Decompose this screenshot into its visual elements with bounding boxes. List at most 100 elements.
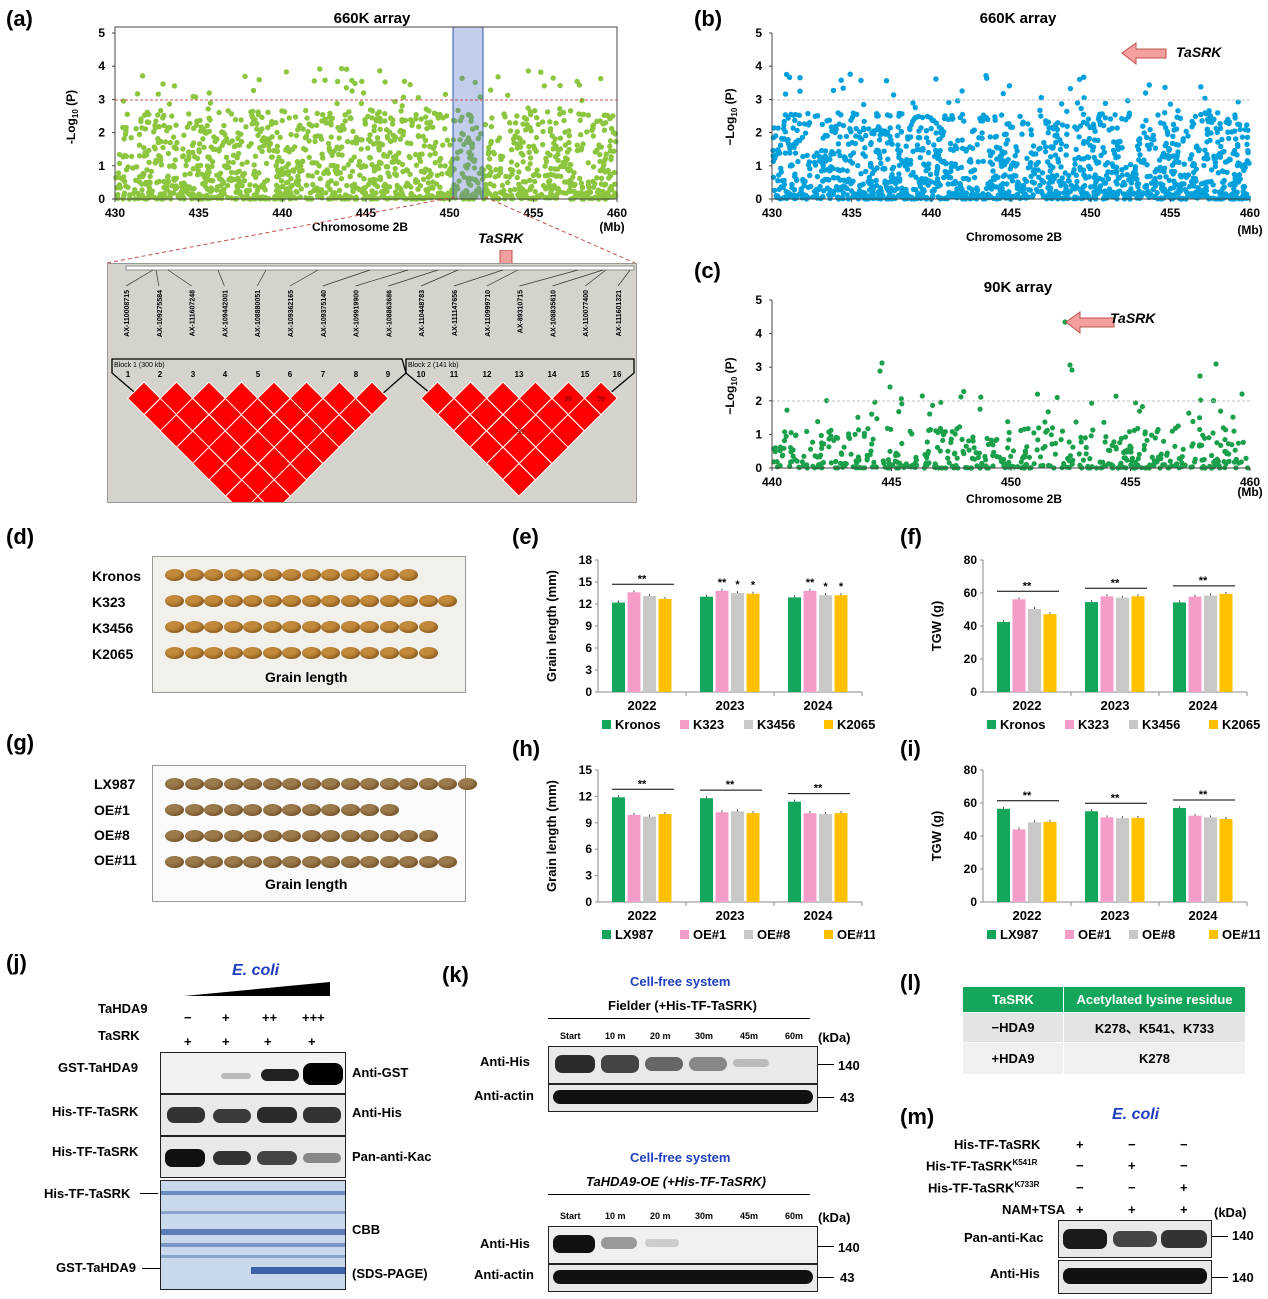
snp-point [404,167,411,174]
snp-point [866,126,872,132]
snp-point [777,448,783,454]
grain [340,569,360,581]
snp-point [1088,433,1094,439]
snp-point [359,78,365,85]
grain [418,647,438,659]
snp-point [1127,161,1134,168]
snp-point [1041,139,1047,146]
snp-point [158,162,165,168]
snp-point [1202,147,1208,153]
snp-point [334,78,341,85]
snp-point [1231,171,1238,178]
snp-point [545,150,551,156]
tasrk-val-2: + [222,1034,230,1049]
bar [658,814,672,902]
snp-point [954,195,960,201]
grain [282,830,301,842]
snp-point [466,175,472,181]
snp-point [149,194,156,200]
snp-point [371,164,378,170]
snp-point [1147,462,1153,468]
snp-point [1073,419,1079,425]
snp-point [1214,456,1220,462]
snp-point [1126,429,1133,435]
snp-point [346,109,352,115]
sig-label: ** [806,577,815,589]
snp-point [887,125,893,131]
snp-point [924,455,930,461]
snp-point [793,432,799,438]
snp-point [781,126,787,132]
bar [803,813,817,902]
tasrk-val-1: + [184,1034,192,1049]
snp-point [512,120,519,126]
snp-point [1102,100,1109,107]
grain [399,595,418,607]
snp-point [866,174,872,181]
snp-point [1218,408,1224,414]
snp-point [937,136,943,142]
snp-point [1031,167,1038,173]
grain [165,621,184,633]
snp-point [899,440,905,447]
snp-point [232,117,239,123]
snp-point [376,109,382,115]
snp-point [1066,464,1072,471]
snp-point [1061,460,1067,467]
snp-point [343,85,350,91]
snp-point [1152,435,1158,441]
sig-label: * [735,579,740,591]
snp-point [838,450,844,456]
sig-label: ** [726,779,735,791]
snp-point [1022,450,1029,456]
grain [243,778,262,790]
snp-point [969,187,975,193]
snp-point [1086,174,1092,180]
snp-point [567,186,573,193]
snp-point [322,77,328,83]
bar [1100,817,1114,902]
snp-point [1059,122,1066,128]
snp-point [465,111,472,118]
snp-point [828,427,834,433]
line-label-k323: K323 [92,594,126,610]
snp-point [1137,152,1143,158]
ld-number: 1 [126,370,131,379]
snp-point [1210,182,1216,188]
snp-point [578,180,585,186]
k-actin-2: Anti-actin [474,1267,534,1282]
y-tick-label: 12 [579,789,593,803]
snp-point [1097,459,1103,465]
snp-point [520,159,526,165]
snp-point [797,75,803,81]
snp-point [1148,191,1154,198]
snp-point [190,166,196,172]
snp-point [808,446,814,452]
snp-point [467,182,474,188]
snp-point [1156,157,1163,163]
snp-point [1028,150,1034,156]
snp-point [487,87,494,93]
snp-point [882,178,888,184]
cbb-right-2: (SDS-PAGE) [352,1266,428,1281]
snp-point [505,92,511,99]
bar [1204,817,1217,902]
snp-point [828,460,834,466]
x-tick-label: 450 [440,206,460,220]
snp-point [180,153,186,160]
snp-point [1114,125,1120,131]
snp-point [1152,193,1159,199]
snp-point [945,181,951,187]
snp-point [432,150,438,157]
snp-point [317,176,323,182]
snp-point [1245,149,1251,156]
snp-point [1240,184,1246,190]
snp-point [469,142,475,148]
snp-point [598,75,604,82]
snp-point [1187,156,1193,162]
snp-point [327,186,333,192]
snp-point [206,154,212,161]
snp-point [879,360,885,366]
snp-point [1047,168,1053,174]
snp-point [1170,121,1177,128]
